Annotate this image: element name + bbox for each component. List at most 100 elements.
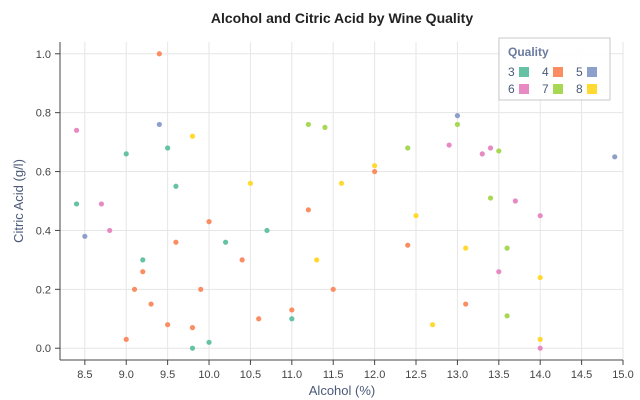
data-point-quality-7 — [322, 124, 328, 130]
data-point-quality-7 — [454, 121, 461, 128]
data-point-quality-4 — [198, 286, 204, 292]
x-tick-label: 14.5 — [571, 369, 592, 381]
data-point-quality-6 — [73, 127, 80, 133]
data-point-quality-4 — [463, 301, 469, 307]
data-point-quality-7 — [487, 195, 494, 201]
data-point-quality-3 — [123, 151, 129, 157]
legend-swatch — [587, 67, 597, 77]
legend-label: 7 — [542, 82, 549, 96]
data-point-quality-3 — [165, 145, 171, 151]
data-point-quality-4 — [165, 322, 171, 328]
data-point-quality-8 — [247, 180, 254, 186]
x-tick-label: 9.0 — [119, 369, 134, 381]
data-point-quality-4 — [289, 307, 295, 313]
data-point-quality-5 — [82, 233, 88, 239]
y-tick-label: 0.2 — [36, 284, 51, 296]
data-point-quality-7 — [405, 145, 411, 151]
y-tick-label: 0.4 — [36, 225, 51, 237]
y-tick-label: 1.0 — [36, 49, 51, 61]
x-tick-label: 10.0 — [198, 369, 219, 381]
x-tick-label: 12.0 — [364, 369, 385, 381]
legend-label: 5 — [576, 65, 583, 79]
legend-swatch — [553, 84, 563, 94]
legend: Quality 3 4 5 6 7 8 — [498, 37, 611, 101]
data-points — [73, 51, 618, 351]
data-point-quality-3 — [206, 339, 212, 345]
x-tick-label: 14.0 — [529, 369, 550, 381]
y-tick-label: 0.6 — [36, 167, 51, 179]
chart-title: Alcohol and Citric Acid by Wine Quality — [211, 10, 473, 26]
x-tick-label: 11.5 — [323, 369, 344, 381]
data-point-quality-4 — [131, 286, 138, 292]
legend-swatch — [553, 67, 563, 77]
data-point-quality-8 — [189, 133, 196, 139]
data-point-quality-4 — [330, 286, 336, 292]
data-point-quality-8 — [372, 163, 378, 169]
data-point-quality-3 — [73, 201, 80, 207]
data-point-quality-7 — [504, 245, 510, 251]
data-point-quality-3 — [222, 239, 229, 245]
data-point-quality-4 — [173, 239, 179, 245]
data-point-quality-6 — [487, 145, 494, 151]
legend-title: Quality — [508, 45, 549, 59]
y-tick-label: 0.0 — [36, 343, 51, 355]
data-point-quality-6 — [496, 269, 502, 275]
data-point-quality-3 — [189, 345, 196, 351]
data-point-quality-5 — [454, 113, 461, 119]
data-point-quality-6 — [479, 151, 485, 157]
data-point-quality-3 — [173, 183, 179, 189]
legend-label: 3 — [508, 65, 515, 79]
data-point-quality-4 — [239, 257, 245, 263]
data-point-quality-7 — [305, 121, 311, 128]
data-point-quality-8 — [413, 213, 419, 219]
legend-label: 6 — [508, 82, 515, 96]
legend-swatch — [519, 67, 529, 77]
data-point-quality-4 — [123, 336, 129, 342]
data-point-quality-8 — [463, 245, 469, 251]
data-point-quality-7 — [496, 148, 502, 154]
legend-items: 3 4 5 6 7 8 — [508, 65, 597, 96]
data-point-quality-5 — [156, 121, 162, 128]
legend-swatch — [587, 84, 597, 94]
axes: 8.5 9.0 9.5 10.0 10.5 11.0 11.5 12.0 12.5 13.0 13.… — [36, 42, 634, 381]
legend-swatch — [519, 84, 529, 94]
x-tick-label: 13.5 — [488, 369, 509, 381]
data-point-quality-6 — [446, 142, 452, 148]
data-point-quality-4 — [189, 325, 196, 331]
data-point-quality-6 — [537, 213, 543, 219]
x-axis-label: Alcohol (%) — [309, 383, 375, 398]
x-tick-label: 12.5 — [405, 369, 426, 381]
x-tick-label: 9.5 — [160, 369, 175, 381]
data-point-quality-6 — [98, 201, 104, 207]
data-point-quality-3 — [264, 227, 270, 234]
legend-label: 8 — [576, 82, 583, 96]
data-point-quality-5 — [612, 154, 618, 160]
legend-label: 4 — [542, 65, 549, 79]
y-tick-label: 0.8 — [36, 108, 51, 120]
x-tick-label: 15.0 — [612, 369, 633, 381]
data-point-quality-4 — [372, 168, 378, 175]
x-tick-label: 10.5 — [240, 369, 261, 381]
data-point-quality-8 — [537, 274, 543, 281]
data-point-quality-6 — [537, 345, 543, 351]
data-point-quality-4 — [140, 269, 146, 275]
data-point-quality-4 — [256, 316, 262, 322]
data-point-quality-8 — [314, 257, 320, 263]
x-tick-label: 13.0 — [447, 369, 468, 381]
data-point-quality-4 — [156, 51, 162, 57]
y-axis-label: Citric Acid (g/l) — [11, 159, 26, 243]
data-point-quality-6 — [107, 227, 113, 234]
data-point-quality-6 — [512, 198, 518, 204]
data-point-quality-4 — [305, 207, 311, 213]
x-tick-label: 8.5 — [77, 369, 92, 381]
data-point-quality-4 — [206, 219, 212, 225]
data-point-quality-4 — [405, 242, 411, 248]
data-point-quality-7 — [504, 313, 510, 319]
data-point-quality-8 — [338, 180, 345, 186]
data-point-quality-3 — [140, 257, 146, 263]
data-point-quality-4 — [148, 301, 154, 307]
data-point-quality-3 — [289, 316, 295, 322]
data-point-quality-8 — [537, 336, 543, 342]
